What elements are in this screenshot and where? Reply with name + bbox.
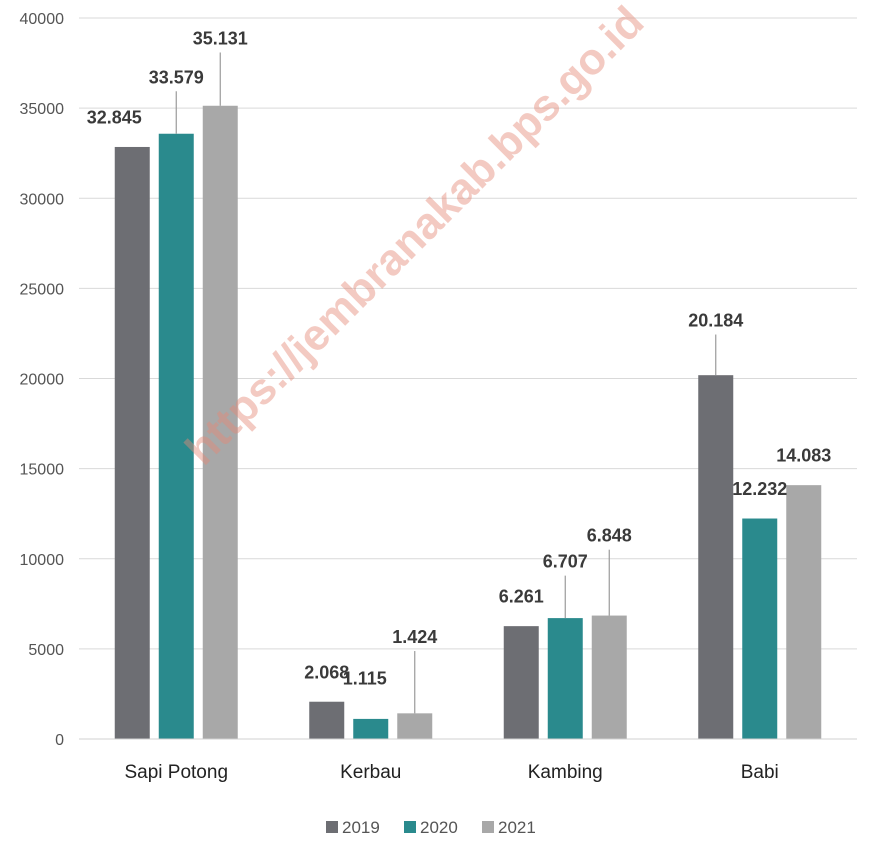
legend-swatch-2021 — [482, 821, 494, 833]
legend: 2019 2020 2021 — [326, 818, 536, 837]
data-label: 20.184 — [688, 311, 743, 331]
bar-2020-babi — [742, 518, 778, 739]
x-axis: Sapi Potong Kerbau Kambing Babi — [79, 738, 857, 783]
bar-2021-kerbau — [397, 713, 433, 739]
bar-2019-babi — [698, 375, 734, 739]
data-label: 2.068 — [304, 662, 349, 682]
data-label: 35.131 — [193, 28, 248, 48]
data-label: 32.845 — [87, 108, 142, 128]
bar-2020-kerbau — [353, 718, 389, 739]
gridlines — [79, 17, 857, 740]
bars — [114, 105, 822, 739]
data-label: 33.579 — [149, 67, 204, 87]
bar-2021-babi — [786, 485, 822, 739]
data-label: 1.115 — [343, 669, 387, 689]
legend-swatch-2019 — [326, 821, 338, 833]
data-label: 1.424 — [392, 627, 437, 647]
legend-label: 2020 — [420, 818, 458, 837]
y-tick-label: 15000 — [20, 462, 65, 479]
y-axis: 0 5000 10000 15000 20000 25000 30000 35000 40000 — [20, 11, 65, 749]
bar-2020-kambing — [547, 618, 583, 739]
y-tick-label: 25000 — [20, 281, 65, 298]
y-tick-label: 30000 — [20, 191, 65, 208]
bar-2021-sapi-potong — [202, 105, 238, 739]
y-tick-label: 5000 — [28, 642, 64, 659]
y-tick-label: 40000 — [20, 11, 65, 28]
label-leader-lines — [175, 52, 717, 714]
y-tick-label: 35000 — [20, 101, 65, 118]
data-label: 6.261 — [499, 587, 544, 607]
category-label: Babi — [741, 762, 779, 783]
bar-2019-sapi-potong — [114, 146, 150, 739]
data-label: 12.232 — [732, 479, 787, 499]
bar-2021-kambing — [591, 615, 627, 739]
bar-2019-kambing — [503, 626, 539, 739]
data-label: 14.083 — [776, 446, 831, 466]
data-label: 6.848 — [587, 526, 632, 546]
legend-label: 2021 — [498, 818, 536, 837]
bar-2020-sapi-potong — [158, 133, 194, 739]
y-tick-label: 10000 — [20, 552, 65, 569]
legend-swatch-2020 — [404, 821, 416, 833]
category-label: Kerbau — [340, 762, 401, 783]
category-label: Kambing — [528, 762, 603, 783]
legend-label: 2019 — [342, 818, 380, 837]
data-label: 6.707 — [543, 552, 588, 572]
y-tick-label: 0 — [55, 732, 64, 749]
y-tick-label: 20000 — [20, 372, 65, 389]
bar-2019-kerbau — [309, 701, 345, 739]
watermark-text: https://jembranakab.bps.go.id — [176, 0, 653, 474]
category-label: Sapi Potong — [124, 762, 228, 783]
